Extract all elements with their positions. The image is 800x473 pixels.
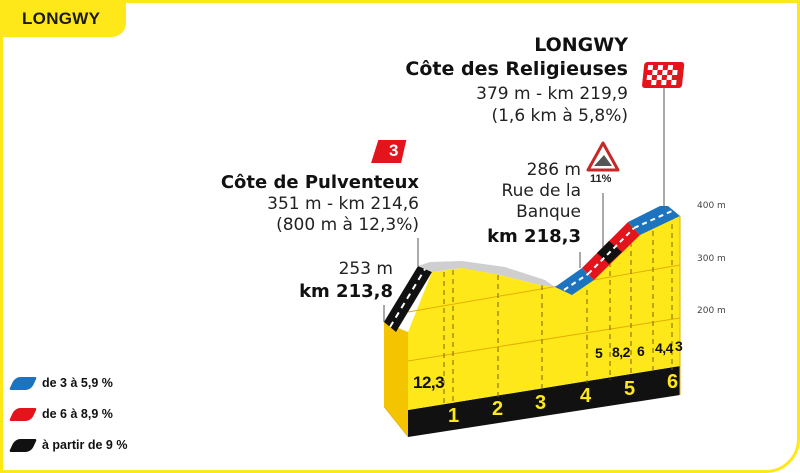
km-marker-5: 5 bbox=[624, 378, 636, 400]
finish-town: LONGWY bbox=[534, 34, 628, 56]
gradient-5: 3 bbox=[675, 338, 683, 354]
km-base-bar bbox=[384, 366, 680, 437]
climb1-altitude-km: 351 m - km 214,6 bbox=[267, 194, 419, 214]
blue-swatch-icon bbox=[8, 376, 38, 390]
checkered-flag-icon bbox=[642, 62, 685, 88]
start-altitude: 253 m bbox=[338, 259, 393, 279]
grid-line-300 bbox=[407, 264, 681, 313]
axis-label-400: 400 m bbox=[697, 201, 726, 211]
banque-line1: Rue de la bbox=[501, 181, 581, 201]
banque-line2: Banque bbox=[516, 202, 581, 222]
km-marker-3: 3 bbox=[535, 392, 547, 414]
gradient-0: 12,3 bbox=[413, 373, 445, 392]
finish-altitude-km: 379 m - km 219,9 bbox=[476, 84, 628, 104]
road-segment-gray bbox=[418, 261, 555, 287]
red-swatch-icon bbox=[8, 407, 38, 421]
gradient-3: 6 bbox=[637, 343, 645, 359]
axis-label-300: 300 m bbox=[697, 254, 726, 264]
gradient-1: 5 bbox=[595, 345, 603, 361]
category-3-flag-icon bbox=[371, 140, 407, 163]
stage-title: LONGWY bbox=[22, 9, 101, 28]
finish-stats: (1,6 km à 5,8%) bbox=[491, 106, 628, 126]
km-marker-4: 4 bbox=[580, 385, 592, 407]
banque-altitude: 286 m bbox=[526, 160, 581, 180]
warning-gradient: 11% bbox=[590, 173, 612, 185]
title-tab: LONGWY bbox=[0, 0, 126, 37]
km-dashed-lines bbox=[443, 215, 673, 405]
start-km: km 213,8 bbox=[299, 281, 393, 302]
black-swatch-icon bbox=[8, 438, 38, 452]
climb1-stats: (800 m à 12,3%) bbox=[276, 215, 419, 235]
legend-item-red: de 6 à 8,9 % bbox=[8, 407, 113, 421]
profile-body bbox=[408, 214, 680, 410]
category-number: 3 bbox=[389, 141, 399, 160]
gradient-2: 8,2 bbox=[612, 344, 630, 360]
steep-gradient-warning-icon bbox=[586, 141, 620, 172]
legend-item-blue: de 3 à 5,9 % bbox=[8, 376, 113, 390]
km-marker-6: 6 bbox=[667, 371, 679, 393]
gradient-4: 4,4 bbox=[655, 340, 673, 356]
axis-label-200: 200 m bbox=[697, 306, 726, 316]
legend-item-black: à partir de 9 % bbox=[8, 438, 127, 452]
profile-front-face bbox=[384, 322, 408, 437]
climb1-name: Côte de Pulventeux bbox=[220, 172, 419, 193]
banque-km: km 218,3 bbox=[487, 226, 581, 247]
km-marker-2: 2 bbox=[492, 398, 504, 420]
km-marker-1: 1 bbox=[448, 405, 460, 427]
finish-climb-name: Côte des Religieuses bbox=[405, 58, 628, 80]
road-segment-blue bbox=[555, 268, 594, 295]
